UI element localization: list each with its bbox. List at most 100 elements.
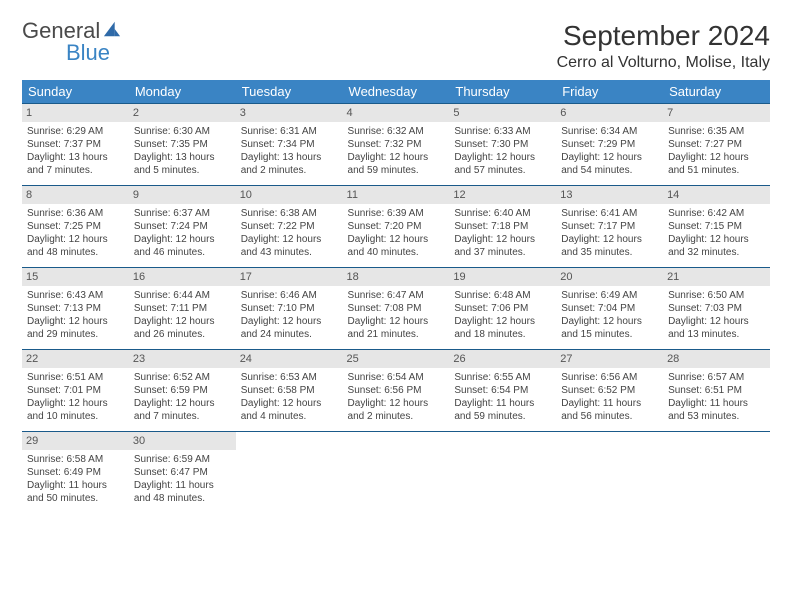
sunrise-text: Sunrise: 6:54 AM <box>348 371 445 384</box>
day-number: 16 <box>129 268 236 286</box>
sunset-text: Sunset: 7:35 PM <box>134 138 231 151</box>
sunset-text: Sunset: 7:06 PM <box>454 302 551 315</box>
sunset-text: Sunset: 7:10 PM <box>241 302 338 315</box>
calendar-day-cell: 21Sunrise: 6:50 AMSunset: 7:03 PMDayligh… <box>663 268 770 350</box>
day-number: 5 <box>449 104 556 122</box>
logo: GeneralBlue <box>22 20 122 64</box>
calendar-day-cell: 20Sunrise: 6:49 AMSunset: 7:04 PMDayligh… <box>556 268 663 350</box>
location-label: Cerro al Volturno, Molise, Italy <box>557 54 770 72</box>
sunrise-text: Sunrise: 6:48 AM <box>454 289 551 302</box>
sunset-text: Sunset: 7:11 PM <box>134 302 231 315</box>
day-number: 13 <box>556 186 663 204</box>
calendar-week-row: 29Sunrise: 6:58 AMSunset: 6:49 PMDayligh… <box>22 432 770 514</box>
day-number: 24 <box>236 350 343 368</box>
sunrise-text: Sunrise: 6:33 AM <box>454 125 551 138</box>
day-number: 10 <box>236 186 343 204</box>
sunrise-text: Sunrise: 6:38 AM <box>241 207 338 220</box>
daylight-text: Daylight: 12 hours and 26 minutes. <box>134 315 231 341</box>
sunrise-text: Sunrise: 6:30 AM <box>134 125 231 138</box>
sunrise-text: Sunrise: 6:47 AM <box>348 289 445 302</box>
daylight-text: Daylight: 11 hours and 48 minutes. <box>134 479 231 505</box>
day-number: 11 <box>343 186 450 204</box>
day-number: 23 <box>129 350 236 368</box>
day-number: 18 <box>343 268 450 286</box>
day-number: 4 <box>343 104 450 122</box>
calendar-day-cell: 7Sunrise: 6:35 AMSunset: 7:27 PMDaylight… <box>663 104 770 186</box>
sunset-text: Sunset: 6:56 PM <box>348 384 445 397</box>
calendar-day-cell: 2Sunrise: 6:30 AMSunset: 7:35 PMDaylight… <box>129 104 236 186</box>
calendar-day-cell: 12Sunrise: 6:40 AMSunset: 7:18 PMDayligh… <box>449 186 556 268</box>
sunrise-text: Sunrise: 6:50 AM <box>668 289 765 302</box>
sunset-text: Sunset: 7:13 PM <box>27 302 124 315</box>
sunrise-text: Sunrise: 6:34 AM <box>561 125 658 138</box>
sunset-text: Sunset: 7:37 PM <box>27 138 124 151</box>
calendar-day-cell: 27Sunrise: 6:56 AMSunset: 6:52 PMDayligh… <box>556 350 663 432</box>
calendar-day-cell: 9Sunrise: 6:37 AMSunset: 7:24 PMDaylight… <box>129 186 236 268</box>
daylight-text: Daylight: 12 hours and 21 minutes. <box>348 315 445 341</box>
daylight-text: Daylight: 11 hours and 56 minutes. <box>561 397 658 423</box>
calendar-day-cell: 13Sunrise: 6:41 AMSunset: 7:17 PMDayligh… <box>556 186 663 268</box>
calendar-body: 1Sunrise: 6:29 AMSunset: 7:37 PMDaylight… <box>22 104 770 514</box>
daylight-text: Daylight: 12 hours and 4 minutes. <box>241 397 338 423</box>
sunset-text: Sunset: 7:15 PM <box>668 220 765 233</box>
calendar-day-cell: . <box>556 432 663 514</box>
calendar-day-cell: . <box>236 432 343 514</box>
day-number: 26 <box>449 350 556 368</box>
calendar-day-cell: 16 Sunrise: 6:44 AMSunset: 7:11 PMDayligh… <box>129 268 236 350</box>
daylight-text: Daylight: 12 hours and 29 minutes. <box>27 315 124 341</box>
sunset-text: Sunset: 6:47 PM <box>134 466 231 479</box>
sunrise-text: Sunrise: 6:56 AM <box>561 371 658 384</box>
weekday-header: Monday <box>129 80 236 104</box>
sunrise-text: Sunrise: 6:44 AM <box>134 289 231 302</box>
calendar-week-row: 8Sunrise: 6:36 AMSunset: 7:25 PMDaylight… <box>22 186 770 268</box>
sunrise-text: Sunrise: 6:53 AM <box>241 371 338 384</box>
day-number: 30 <box>129 432 236 450</box>
calendar-table: Sunday Monday Tuesday Wednesday Thursday… <box>22 80 770 514</box>
sunset-text: Sunset: 6:49 PM <box>27 466 124 479</box>
header: GeneralBlue September 2024 Cerro al Volt… <box>22 20 770 72</box>
calendar-week-row: 22Sunrise: 6:51 AMSunset: 7:01 PMDayligh… <box>22 350 770 432</box>
sunrise-text: Sunrise: 6:51 AM <box>27 371 124 384</box>
sunset-text: Sunset: 7:34 PM <box>241 138 338 151</box>
sunset-text: Sunset: 7:22 PM <box>241 220 338 233</box>
daylight-text: Daylight: 13 hours and 7 minutes. <box>27 151 124 177</box>
weekday-header: Sunday <box>22 80 129 104</box>
day-number: 15 <box>22 268 129 286</box>
logo-text-blue: Blue <box>22 40 110 65</box>
daylight-text: Daylight: 12 hours and 40 minutes. <box>348 233 445 259</box>
sunset-text: Sunset: 7:08 PM <box>348 302 445 315</box>
calendar-day-cell: 28Sunrise: 6:57 AMSunset: 6:51 PMDayligh… <box>663 350 770 432</box>
calendar-day-cell: 25Sunrise: 6:54 AMSunset: 6:56 PMDayligh… <box>343 350 450 432</box>
sunrise-text: Sunrise: 6:55 AM <box>454 371 551 384</box>
sunset-text: Sunset: 7:30 PM <box>454 138 551 151</box>
calendar-week-row: 1Sunrise: 6:29 AMSunset: 7:37 PMDaylight… <box>22 104 770 186</box>
day-number: 22 <box>22 350 129 368</box>
sunrise-text: Sunrise: 6:49 AM <box>561 289 658 302</box>
sunset-text: Sunset: 7:29 PM <box>561 138 658 151</box>
day-number: 12 <box>449 186 556 204</box>
daylight-text: Daylight: 13 hours and 2 minutes. <box>241 151 338 177</box>
daylight-text: Daylight: 12 hours and 37 minutes. <box>454 233 551 259</box>
day-number: 3 <box>236 104 343 122</box>
day-number: 20 <box>556 268 663 286</box>
calendar-day-cell: 4Sunrise: 6:32 AMSunset: 7:32 PMDaylight… <box>343 104 450 186</box>
daylight-text: Daylight: 11 hours and 59 minutes. <box>454 397 551 423</box>
daylight-text: Daylight: 12 hours and 43 minutes. <box>241 233 338 259</box>
sunrise-text: Sunrise: 6:31 AM <box>241 125 338 138</box>
daylight-text: Daylight: 12 hours and 35 minutes. <box>561 233 658 259</box>
calendar-day-cell: 29Sunrise: 6:58 AMSunset: 6:49 PMDayligh… <box>22 432 129 514</box>
daylight-text: Daylight: 12 hours and 54 minutes. <box>561 151 658 177</box>
sunrise-text: Sunrise: 6:42 AM <box>668 207 765 220</box>
daylight-text: Daylight: 12 hours and 7 minutes. <box>134 397 231 423</box>
weekday-header: Friday <box>556 80 663 104</box>
sunrise-text: Sunrise: 6:36 AM <box>27 207 124 220</box>
daylight-text: Daylight: 12 hours and 57 minutes. <box>454 151 551 177</box>
day-number: 29 <box>22 432 129 450</box>
daylight-text: Daylight: 12 hours and 24 minutes. <box>241 315 338 341</box>
daylight-text: Daylight: 12 hours and 32 minutes. <box>668 233 765 259</box>
calendar-week-row: 15Sunrise: 6:43 AMSunset: 7:13 PMDayligh… <box>22 268 770 350</box>
calendar-day-cell: 3 Sunrise: 6:31 AMSunset: 7:34 PMDaylight… <box>236 104 343 186</box>
sunrise-text: Sunrise: 6:59 AM <box>134 453 231 466</box>
sunset-text: Sunset: 7:24 PM <box>134 220 231 233</box>
sunset-text: Sunset: 7:17 PM <box>561 220 658 233</box>
